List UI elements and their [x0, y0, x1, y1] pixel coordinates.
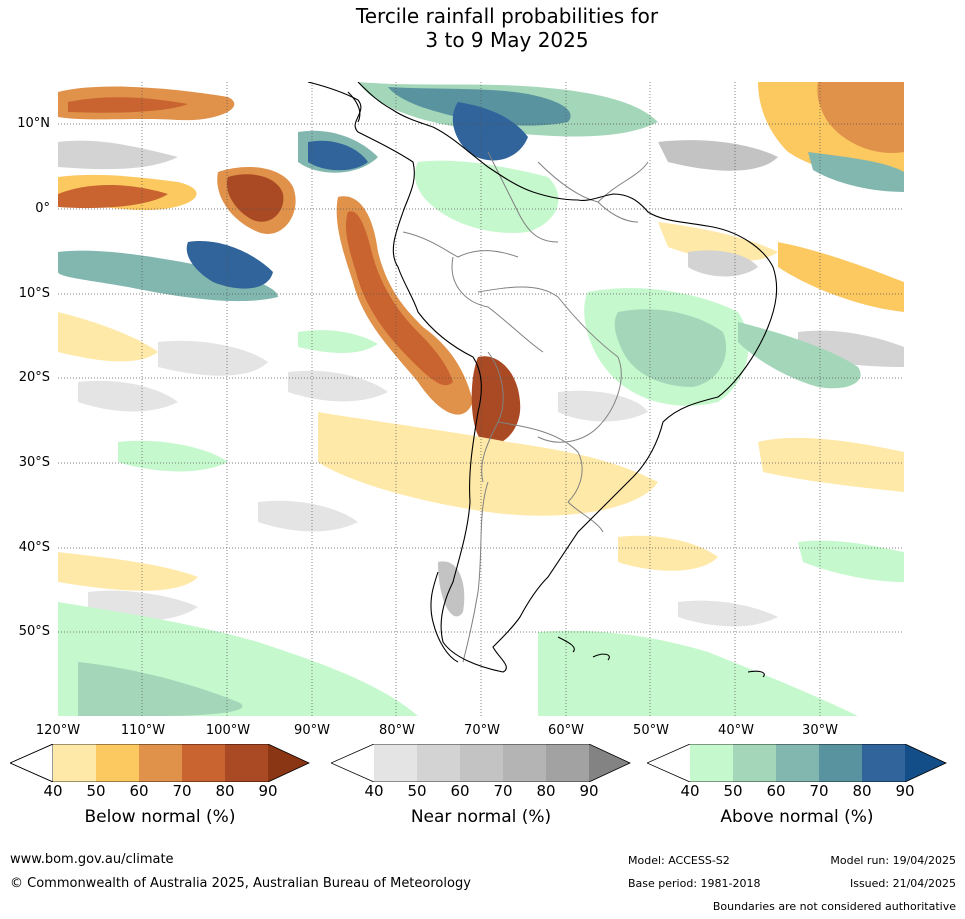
lat-label-20s: 20°S	[18, 370, 50, 385]
colorbar-above-normal	[647, 744, 947, 782]
colorbar-above-title: Above normal (%)	[720, 807, 874, 827]
colorbar-below-swatch-5	[225, 744, 268, 782]
lon-label-70w: 70°W	[464, 723, 500, 738]
lat-label-0: 0°	[35, 201, 50, 216]
country-borders	[402, 151, 649, 663]
colorbar-near-swatch-4	[503, 744, 546, 782]
lat-label-50s: 50°S	[18, 624, 50, 639]
colorbar-above-min-arrow	[647, 744, 690, 782]
tick-near-90: 90	[579, 782, 599, 800]
colorbar-above-swatch-1	[690, 744, 733, 782]
colorbar-above-swatch-5	[862, 744, 905, 782]
copyright-text: © Commonwealth of Australia 2025, Austra…	[10, 876, 471, 891]
tick-near-40: 40	[364, 782, 384, 800]
lon-label-110w: 110°W	[120, 723, 166, 738]
tick-near-80: 80	[536, 782, 556, 800]
lat-label-40s: 40°S	[18, 540, 50, 555]
forecast-map	[58, 82, 904, 716]
colorbar-above-max-arrow	[905, 744, 946, 782]
colorbar-near-max-arrow	[589, 744, 630, 782]
lat-label-10s: 10°S	[18, 286, 50, 301]
tick-near-60: 60	[450, 782, 470, 800]
coastlines	[307, 82, 778, 678]
colorbar-below-max-arrow	[268, 744, 309, 782]
colorbar-above-swatch-3	[776, 744, 819, 782]
colorbar-near-title: Near normal (%)	[410, 807, 552, 827]
colorbar-below-normal	[10, 744, 310, 782]
colorbar-below-swatch-4	[182, 744, 225, 782]
tick-above-60: 60	[766, 782, 786, 800]
base-period: Base period: 1981-2018	[628, 877, 761, 890]
lat-label-10n: 10°N	[17, 116, 50, 131]
title-line-1: Tercile rainfall probabilities for	[355, 4, 659, 28]
model-name: Model: ACCESS-S2	[628, 854, 730, 867]
probability-patches	[58, 82, 904, 716]
colorbar-near-min-arrow	[331, 744, 374, 782]
map-canvas	[58, 82, 904, 716]
lon-label-40w: 40°W	[718, 723, 754, 738]
tick-above-40: 40	[680, 782, 700, 800]
title-line-2: 3 to 9 May 2025	[425, 28, 589, 52]
lon-label-100w: 100°W	[205, 723, 251, 738]
tick-above-90: 90	[895, 782, 915, 800]
website-link[interactable]: www.bom.gov.au/climate	[10, 852, 174, 867]
lat-label-30s: 30°S	[18, 455, 50, 470]
tick-near-50: 50	[407, 782, 427, 800]
tick-above-50: 50	[723, 782, 743, 800]
tick-above-70: 70	[809, 782, 829, 800]
colorbar-near-swatch-3	[460, 744, 503, 782]
lon-label-50w: 50°W	[633, 723, 669, 738]
issued-date: Issued: 21/04/2025	[849, 877, 956, 890]
tick-below-70: 70	[172, 782, 192, 800]
tick-below-90: 90	[258, 782, 278, 800]
colorbar-below-swatch-1	[53, 744, 96, 782]
tick-above-80: 80	[852, 782, 872, 800]
lon-label-120w: 120°W	[35, 723, 81, 738]
colorbar-near-swatch-1	[374, 744, 417, 782]
lon-label-80w: 80°W	[379, 723, 415, 738]
tick-below-60: 60	[129, 782, 149, 800]
tick-below-50: 50	[86, 782, 106, 800]
tick-below-80: 80	[215, 782, 235, 800]
colorbar-below-title: Below normal (%)	[84, 807, 236, 827]
colorbar-near-normal	[331, 744, 631, 782]
colorbar-below-swatch-3	[139, 744, 182, 782]
model-run-date: Model run: 19/04/2025	[830, 854, 956, 867]
colorbar-above-swatch-2	[733, 744, 776, 782]
tick-near-70: 70	[493, 782, 513, 800]
lon-label-60w: 60°W	[548, 723, 584, 738]
colorbar-below-swatch-2	[96, 744, 139, 782]
colorbar-below-min-arrow	[10, 744, 54, 782]
boundaries-disclaimer: Boundaries are not considered authoritat…	[712, 900, 956, 913]
colorbar-above-swatch-4	[819, 744, 862, 782]
tick-below-40: 40	[43, 782, 63, 800]
map-title: Tercile rainfall probabilities for 3 to …	[0, 4, 965, 52]
lon-label-30w: 30°W	[802, 723, 838, 738]
lon-label-90w: 90°W	[294, 723, 330, 738]
colorbar-near-swatch-5	[546, 744, 589, 782]
colorbar-near-swatch-2	[417, 744, 460, 782]
